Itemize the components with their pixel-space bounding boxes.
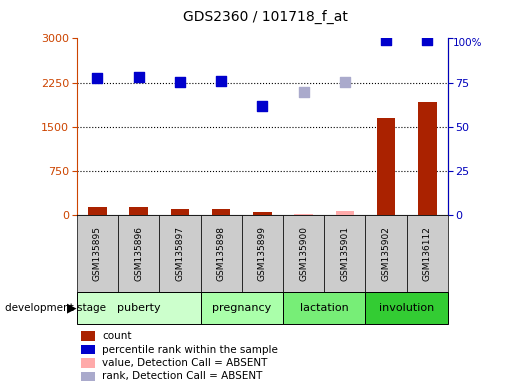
Text: GSM135897: GSM135897 xyxy=(175,226,184,281)
Text: GSM135895: GSM135895 xyxy=(93,226,102,281)
Bar xyxy=(200,215,242,292)
Point xyxy=(423,37,431,43)
Text: pregnancy: pregnancy xyxy=(212,303,271,313)
Text: development stage: development stage xyxy=(5,303,107,313)
Bar xyxy=(242,215,283,292)
Bar xyxy=(118,215,160,292)
Text: GSM135902: GSM135902 xyxy=(382,226,391,281)
Point xyxy=(341,79,349,85)
Bar xyxy=(160,215,200,292)
Bar xyxy=(171,209,189,215)
Bar xyxy=(253,212,271,215)
Bar xyxy=(377,119,395,215)
Point xyxy=(93,75,102,81)
Text: GSM135901: GSM135901 xyxy=(340,226,349,281)
Point xyxy=(135,74,143,80)
Point xyxy=(258,103,267,109)
Point xyxy=(175,79,184,85)
Text: rank, Detection Call = ABSENT: rank, Detection Call = ABSENT xyxy=(102,371,262,381)
Text: GDS2360 / 101718_f_at: GDS2360 / 101718_f_at xyxy=(182,10,348,24)
Text: GSM135896: GSM135896 xyxy=(134,226,143,281)
Bar xyxy=(200,292,283,324)
Bar xyxy=(129,207,148,215)
Bar xyxy=(77,215,118,292)
Text: count: count xyxy=(102,331,132,341)
Bar xyxy=(212,209,231,215)
Bar xyxy=(283,215,324,292)
Bar xyxy=(407,215,448,292)
Bar xyxy=(82,331,95,341)
Text: GSM136112: GSM136112 xyxy=(423,226,432,281)
Text: lactation: lactation xyxy=(300,303,349,313)
Text: ▶: ▶ xyxy=(67,302,76,314)
Text: puberty: puberty xyxy=(117,303,161,313)
Bar xyxy=(82,358,95,368)
Text: GSM135898: GSM135898 xyxy=(217,226,226,281)
Point xyxy=(382,37,390,43)
Bar xyxy=(77,292,200,324)
Bar xyxy=(88,207,107,215)
Point xyxy=(299,89,308,95)
Text: value, Detection Call = ABSENT: value, Detection Call = ABSENT xyxy=(102,358,268,368)
Bar xyxy=(418,102,437,215)
Point xyxy=(217,78,225,84)
Bar xyxy=(365,292,448,324)
Bar xyxy=(365,215,407,292)
Text: percentile rank within the sample: percentile rank within the sample xyxy=(102,344,278,354)
Bar xyxy=(335,211,354,215)
Text: 100%: 100% xyxy=(453,38,483,48)
Text: involution: involution xyxy=(379,303,434,313)
Bar xyxy=(82,345,95,354)
Text: GSM135899: GSM135899 xyxy=(258,226,267,281)
Bar xyxy=(294,214,313,215)
Bar xyxy=(324,215,365,292)
Bar xyxy=(82,372,95,381)
Bar xyxy=(283,292,365,324)
Text: GSM135900: GSM135900 xyxy=(299,226,308,281)
